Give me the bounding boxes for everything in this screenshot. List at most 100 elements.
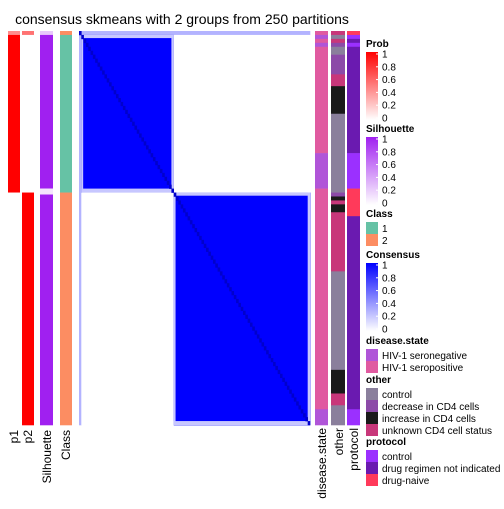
other-track-cell <box>331 86 345 115</box>
consensus-diagonal-cell <box>300 409 304 414</box>
consensus-diagonal-cell <box>106 78 110 83</box>
consensus-diagonal-cell <box>166 180 170 185</box>
consensus-diagonal-cell <box>286 385 290 390</box>
consensus-diagonal-cell <box>120 101 124 107</box>
silhouette-legend-tick-label: 0.4 <box>382 173 396 184</box>
consensus-diagonal-cell <box>303 413 306 418</box>
silhouette-track-cell <box>40 188 53 195</box>
other-track-cell <box>331 196 345 201</box>
consensus-diagonal-cell <box>143 141 147 146</box>
class-track-cell <box>60 31 72 36</box>
consensus-diagonal-cell <box>109 82 112 87</box>
consensus-diagonal-cell <box>203 243 207 248</box>
consensus-diagonal-cell <box>229 287 232 292</box>
p1-track-cell <box>8 192 20 426</box>
disease-state-legend-item-label: HIV-1 seronegative <box>382 351 467 362</box>
annotation-label-other: other <box>332 428 346 455</box>
p2-track-cell <box>22 192 34 426</box>
silhouette-legend-tick-label: 0.8 <box>382 147 396 158</box>
consensus-diagonal-cell <box>145 145 149 150</box>
consensus-diagonal-cell <box>291 393 295 398</box>
prob-legend-colorbar <box>366 52 378 120</box>
disease-state-track-cell <box>315 409 328 426</box>
protocol-legend-swatch <box>366 450 378 462</box>
consensus-block <box>79 34 82 193</box>
consensus-fringe <box>81 34 174 39</box>
class-legend-title: Class <box>366 209 393 220</box>
class-legend-swatch <box>366 222 378 234</box>
consensus-diagonal-cell <box>192 224 195 229</box>
silhouette-legend-title: Silhouette <box>366 124 415 135</box>
consensus-block <box>173 34 311 193</box>
consensus-fringe <box>81 34 84 193</box>
protocol-track-cell <box>347 188 360 217</box>
disease-state-track-cell <box>315 188 328 410</box>
consensus-diagonal-cell <box>129 117 133 122</box>
consensus-diagonal-cell <box>252 326 255 331</box>
consensus-diagonal-cell <box>173 192 177 197</box>
consensus-diagonal-cell <box>150 153 154 158</box>
silhouette-legend-colorbar <box>366 137 378 205</box>
disease-state-track-cell <box>315 34 328 40</box>
protocol-legend-swatch <box>366 474 378 486</box>
silhouette-track-cell <box>40 34 53 189</box>
other-track-cell <box>331 271 345 371</box>
consensus-diagonal-cell <box>201 239 205 245</box>
other-legend-item-label: control <box>382 390 412 401</box>
consensus-fringe <box>173 421 310 425</box>
consensus-diagonal-cell <box>102 70 105 75</box>
consensus-diagonal-cell <box>279 373 283 379</box>
consensus-diagonal-cell <box>111 86 114 91</box>
consensus-diagonal-cell <box>159 168 163 174</box>
consensus-fringe <box>173 192 176 425</box>
other-track-cell <box>331 46 345 55</box>
class-track-cell <box>60 192 72 426</box>
consensus-diagonal-cell <box>115 94 119 99</box>
consensus-diagonal-cell <box>238 302 241 308</box>
other-track-cell <box>331 405 345 426</box>
silhouette-track-cell <box>40 31 53 36</box>
disease-state-legend-item-label: HIV-1 seropositive <box>382 363 464 374</box>
consensus-diagonal-cell <box>282 377 285 382</box>
consensus-legend-colorbar <box>366 263 378 331</box>
consensus-diagonal-cell <box>155 161 158 166</box>
consensus-diagonal-cell <box>219 271 223 276</box>
consensus-diagonal-cell <box>261 342 265 347</box>
silhouette-track-cell <box>40 192 53 426</box>
prob-legend-tick-label: 0.2 <box>382 101 396 112</box>
protocol-track-cell <box>347 216 360 410</box>
other-track-cell <box>331 38 345 44</box>
consensus-legend-tick-label: 0.6 <box>382 286 396 297</box>
consensus-diagonal-cell <box>136 129 140 134</box>
consensus-legend-title: Consensus <box>366 250 420 261</box>
consensus-diagonal-cell <box>284 381 288 386</box>
other-track-cell <box>331 31 345 36</box>
consensus-diagonal-cell <box>162 172 165 178</box>
consensus-diagonal-cell <box>182 208 186 213</box>
other-legend-swatch <box>366 400 378 412</box>
consensus-fringe <box>81 188 174 193</box>
protocol-track-cell <box>347 34 360 40</box>
consensus-diagonal-cell <box>152 157 156 162</box>
protocol-track-cell <box>347 409 360 426</box>
consensus-diagonal-cell <box>226 283 230 288</box>
consensus-diagonal-cell <box>85 42 89 48</box>
consensus-diagonal-cell <box>289 389 292 394</box>
consensus-diagonal-cell <box>307 421 311 426</box>
other-legend-swatch <box>366 424 378 436</box>
p2-track-cell <box>22 34 34 193</box>
consensus-diagonal-cell <box>132 121 135 126</box>
consensus-diagonal-cell <box>247 318 251 323</box>
silhouette-legend-tick-label: 1 <box>382 135 388 146</box>
prob-legend-tick-label: 0.8 <box>382 62 396 73</box>
protocol-track-cell <box>347 42 360 48</box>
consensus-diagonal-cell <box>169 184 172 189</box>
consensus-diagonal-cell <box>243 310 246 315</box>
annotation-label-silhouette: Silhouette <box>40 430 54 484</box>
consensus-diagonal-cell <box>139 133 142 138</box>
consensus-diagonal-cell <box>273 361 276 367</box>
consensus-legend-tick-label: 0.4 <box>382 299 396 310</box>
silhouette-legend-tick-label: 0 <box>382 199 388 210</box>
